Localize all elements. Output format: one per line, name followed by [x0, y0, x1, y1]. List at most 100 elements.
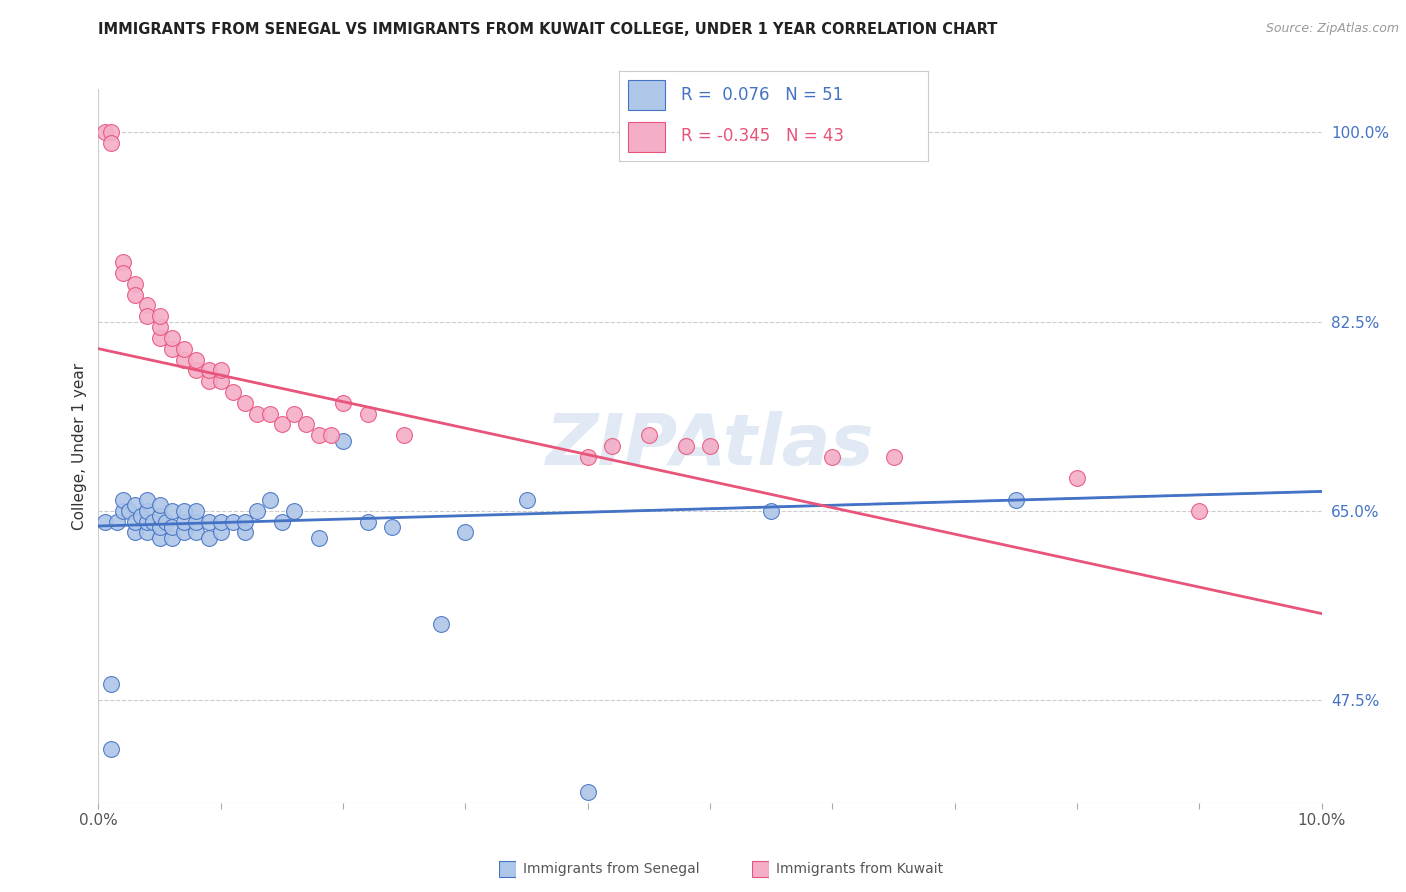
Point: [124, 525, 146, 540]
Point: [259, 407, 281, 421]
Y-axis label: College, Under 1 year: College, Under 1 year: [72, 362, 87, 530]
Point: [186, 525, 208, 540]
Point: [233, 515, 256, 529]
Point: [100, 125, 122, 139]
Point: [173, 504, 195, 518]
Point: [160, 342, 183, 356]
Point: [233, 396, 256, 410]
Point: [283, 407, 305, 421]
Point: [160, 520, 183, 534]
Point: [136, 493, 159, 508]
Point: [295, 417, 318, 432]
Point: [1188, 504, 1211, 518]
Point: [308, 531, 330, 545]
Point: [160, 331, 183, 345]
Point: [124, 277, 146, 291]
Point: [637, 428, 661, 442]
Point: [155, 515, 177, 529]
Point: [186, 363, 208, 377]
Point: [149, 499, 172, 513]
Point: [600, 439, 623, 453]
Point: [186, 352, 208, 367]
Text: Immigrants from Kuwait: Immigrants from Kuwait: [776, 862, 943, 876]
Point: [675, 439, 697, 453]
Point: [100, 677, 122, 691]
Point: [136, 504, 159, 518]
Point: [149, 520, 172, 534]
Point: [111, 504, 134, 518]
Point: [136, 515, 159, 529]
Point: [259, 493, 281, 508]
Point: [699, 439, 721, 453]
Point: [142, 515, 165, 529]
Point: [283, 504, 305, 518]
FancyBboxPatch shape: [628, 80, 665, 110]
Point: [124, 287, 146, 301]
Point: [270, 515, 292, 529]
Point: [319, 428, 342, 442]
Point: [136, 525, 159, 540]
Point: [197, 531, 219, 545]
Point: [356, 407, 378, 421]
Point: [759, 504, 782, 518]
Point: [149, 331, 172, 345]
FancyBboxPatch shape: [628, 122, 665, 152]
Point: [308, 428, 330, 442]
Point: [209, 374, 232, 388]
Point: [233, 525, 256, 540]
Point: [209, 525, 232, 540]
Point: [93, 125, 115, 139]
Point: [111, 493, 134, 508]
Point: [576, 450, 599, 464]
Point: [149, 320, 172, 334]
Point: [1004, 493, 1026, 508]
Point: [356, 515, 378, 529]
Point: [883, 450, 905, 464]
Point: [246, 407, 269, 421]
Point: [197, 363, 219, 377]
Point: [332, 396, 354, 410]
Point: [516, 493, 538, 508]
Point: [222, 384, 245, 399]
Point: [129, 509, 152, 524]
Point: [93, 515, 115, 529]
Text: R =  0.076   N = 51: R = 0.076 N = 51: [681, 86, 842, 103]
Point: [149, 531, 172, 545]
Point: [105, 515, 128, 529]
Point: [124, 515, 146, 529]
Point: [173, 515, 195, 529]
Point: [100, 741, 122, 756]
Text: R = -0.345   N = 43: R = -0.345 N = 43: [681, 127, 844, 145]
Point: [246, 504, 269, 518]
Point: [381, 520, 404, 534]
Point: [821, 450, 844, 464]
Text: IMMIGRANTS FROM SENEGAL VS IMMIGRANTS FROM KUWAIT COLLEGE, UNDER 1 YEAR CORRELAT: IMMIGRANTS FROM SENEGAL VS IMMIGRANTS FR…: [98, 22, 998, 37]
Point: [576, 785, 599, 799]
Point: [136, 298, 159, 312]
Point: [270, 417, 292, 432]
Point: [209, 515, 232, 529]
Point: [160, 531, 183, 545]
Point: [209, 363, 232, 377]
Text: Immigrants from Senegal: Immigrants from Senegal: [523, 862, 700, 876]
Text: Source: ZipAtlas.com: Source: ZipAtlas.com: [1265, 22, 1399, 36]
FancyBboxPatch shape: [752, 861, 769, 877]
Point: [197, 515, 219, 529]
Text: ZIPAtlas: ZIPAtlas: [546, 411, 875, 481]
Point: [173, 525, 195, 540]
Point: [100, 136, 122, 151]
Point: [136, 310, 159, 324]
Point: [186, 515, 208, 529]
Point: [173, 342, 195, 356]
Point: [149, 509, 172, 524]
Point: [1066, 471, 1088, 485]
Point: [124, 499, 146, 513]
Point: [111, 266, 134, 280]
Point: [111, 255, 134, 269]
Point: [222, 515, 245, 529]
Point: [186, 504, 208, 518]
Point: [173, 352, 195, 367]
Point: [149, 310, 172, 324]
Point: [454, 525, 477, 540]
Point: [197, 374, 219, 388]
